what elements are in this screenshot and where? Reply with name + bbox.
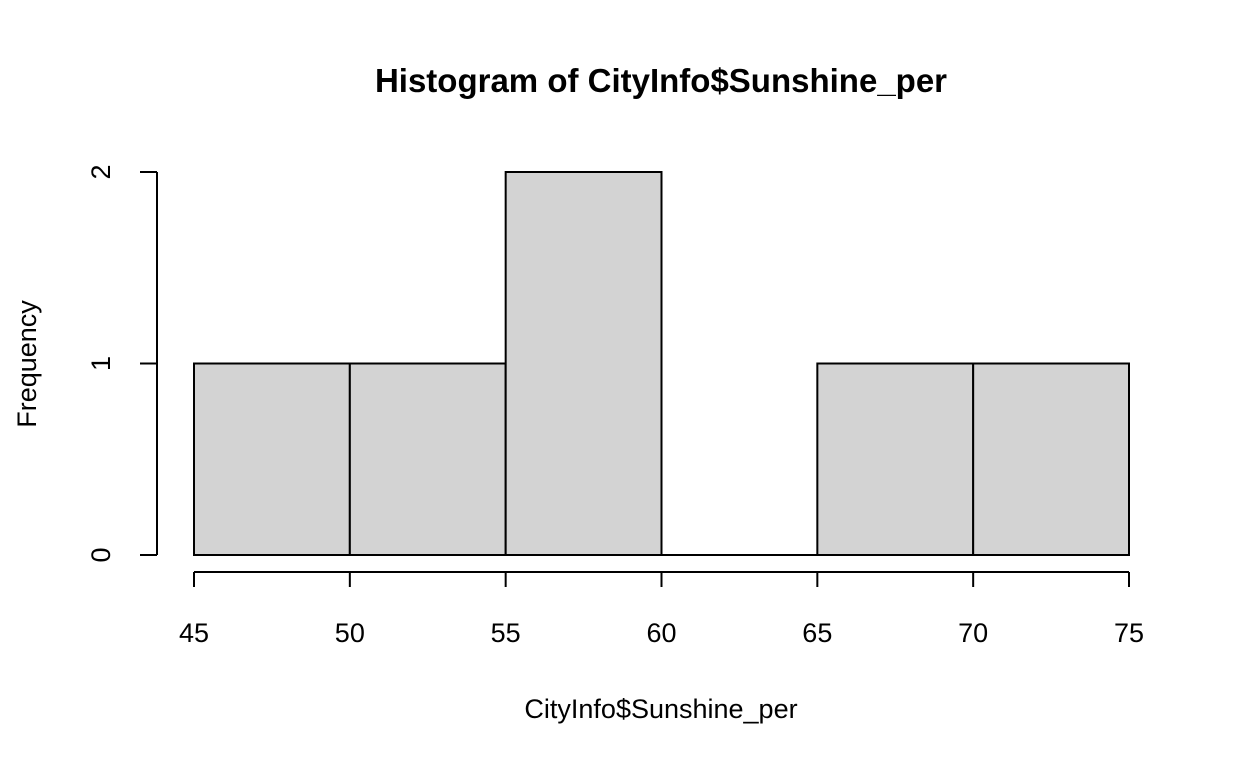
x-axis-label: CityInfo$Sunshine_per [524, 694, 797, 724]
y-tick-label: 2 [86, 164, 116, 179]
y-tick-label: 0 [86, 547, 116, 562]
x-tick-label: 55 [491, 618, 521, 648]
histogram-bar-6 [972, 362, 1131, 556]
x-tick-label: 50 [335, 618, 365, 648]
histogram-bar-2 [348, 362, 507, 556]
histogram-bar-1 [193, 362, 351, 556]
y-tick-label: 1 [86, 356, 116, 371]
x-tick-label: 60 [646, 618, 676, 648]
x-tick-label: 45 [179, 618, 209, 648]
bars-layer [193, 171, 1131, 556]
chart-title: Histogram of CityInfo$Sunshine_per [375, 62, 947, 99]
histogram-bar-5 [816, 362, 975, 556]
y-axis-label: Frequency [12, 300, 42, 428]
x-tick-label: 65 [802, 618, 832, 648]
x-tick-label: 70 [958, 618, 988, 648]
x-tick-label: 75 [1114, 618, 1144, 648]
histogram-bar-3 [504, 171, 663, 556]
y-axis: 0 1 2 [86, 164, 158, 563]
x-axis: 45 50 55 60 65 70 75 [179, 571, 1144, 648]
